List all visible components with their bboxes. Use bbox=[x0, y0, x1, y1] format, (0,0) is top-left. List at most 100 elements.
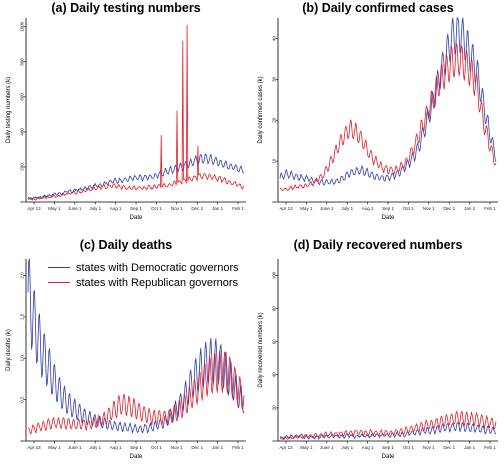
x-tick-label-c: Aug 1 bbox=[110, 445, 122, 450]
legend: states with Democratic governors states … bbox=[48, 260, 239, 290]
axes-b bbox=[277, 18, 498, 203]
x-tick-label-b: Feb 1 bbox=[484, 206, 496, 211]
y-tick-label-a: 200 bbox=[20, 163, 25, 171]
x-tick-label-d: Feb 1 bbox=[484, 445, 496, 450]
y-tick-label-b: 20 bbox=[272, 117, 277, 123]
x-tick-label-c: Sep 1 bbox=[130, 445, 142, 450]
series-line-a-dem bbox=[27, 153, 245, 200]
x-tick-label-b: Apr 13 bbox=[279, 206, 293, 211]
y-tick-label-c: 1.0 bbox=[20, 355, 25, 362]
series-line-a-rep bbox=[27, 24, 245, 201]
x-tick-label-c: Nov 1 bbox=[171, 445, 183, 450]
axes-a bbox=[25, 18, 246, 203]
legend-item-dem: states with Democratic governors bbox=[48, 260, 239, 275]
y-tick-label-d: 60 bbox=[272, 339, 277, 345]
x-tick-label-d: May 1 bbox=[300, 445, 313, 450]
legend-swatch-dem bbox=[48, 267, 70, 268]
x-tick-label-d: Jan 1 bbox=[464, 445, 476, 450]
x-tick-label-a: June 1 bbox=[68, 206, 82, 211]
chart-title-d: (d) Daily recovered numbers bbox=[293, 238, 463, 252]
x-tick-label-b: May 1 bbox=[300, 206, 313, 211]
x-axis-label-b: Date bbox=[382, 215, 395, 221]
x-tick-label-c: Jan 1 bbox=[212, 445, 224, 450]
x-tick-label-b: Dec 1 bbox=[443, 206, 455, 211]
chart-title-a: (a) Daily testing numbers bbox=[51, 1, 201, 15]
x-tick-label-a: Feb 1 bbox=[232, 206, 244, 211]
x-tick-label-a: Aug 1 bbox=[110, 206, 122, 211]
y-tick-label-a: 1000 bbox=[19, 21, 24, 32]
x-tick-label-b: July 1 bbox=[341, 206, 353, 211]
chart-svg-d: Apr 13 May 1 June 1 July 1 Aug 1 Sep 1 Oct 1 No… bbox=[258, 259, 498, 460]
x-tick-label-a: Jan 1 bbox=[212, 206, 224, 211]
y-tick-label-a: 0 bbox=[20, 200, 25, 203]
x-tick-label-d: Oct 1 bbox=[403, 445, 414, 450]
x-tick-label-d: Sep 1 bbox=[382, 445, 394, 450]
y-tick-label-c: 0.5 bbox=[20, 396, 25, 403]
y-tick-label-d: 80 bbox=[272, 306, 277, 312]
x-tick-label-c: Feb 1 bbox=[232, 445, 244, 450]
y-tick-label-c: 0 bbox=[20, 439, 25, 442]
x-tick-label-d: Apr 13 bbox=[279, 445, 293, 450]
chart-title-b: (b) Daily confirmed cases bbox=[302, 1, 454, 15]
x-tick-label-b: June 1 bbox=[320, 206, 334, 211]
y-tick-label-b: 30 bbox=[272, 76, 277, 82]
x-tick-label-c: Oct 1 bbox=[151, 445, 162, 450]
series-line-b-dem bbox=[279, 17, 497, 186]
y-axis-label-d: Daily recovered numbers (k) bbox=[258, 312, 264, 387]
x-tick-label-c: June 1 bbox=[68, 445, 82, 450]
x-tick-label-a: Nov 1 bbox=[171, 206, 183, 211]
axes-d bbox=[277, 259, 498, 442]
y-tick-label-b: 0 bbox=[272, 200, 277, 203]
x-tick-label-d: June 1 bbox=[320, 445, 334, 450]
x-tick-label-a: Sep 1 bbox=[130, 206, 142, 211]
legend-label-rep: states with Republican governors bbox=[76, 276, 239, 289]
panel-d: (d) Daily recovered numbers Apr 13 May 1 J… bbox=[252, 235, 504, 470]
y-tick-label-c: 1.5 bbox=[20, 313, 25, 320]
x-axis-label-a: Date bbox=[130, 215, 143, 221]
x-tick-label-b: Sep 1 bbox=[382, 206, 394, 211]
x-tick-label-a: Oct 1 bbox=[151, 206, 162, 211]
legend-label-dem: states with Democratic governors bbox=[76, 261, 239, 274]
x-tick-label-d: Aug 1 bbox=[362, 445, 374, 450]
y-tick-label-a: 600 bbox=[20, 93, 25, 101]
chart-svg-c: Apr 13 May 1 June 1 July 1 Aug 1 Sep 1 Oct 1 No… bbox=[6, 258, 246, 460]
x-tick-label-b: Oct 1 bbox=[403, 206, 414, 211]
x-axis-label-c: Date bbox=[130, 454, 143, 460]
x-tick-label-d: Dec 1 bbox=[443, 445, 455, 450]
legend-item-rep: states with Republican governors bbox=[48, 275, 239, 290]
x-tick-label-c: July 1 bbox=[89, 445, 101, 450]
x-tick-label-a: July 1 bbox=[89, 206, 101, 211]
x-tick-label-b: Aug 1 bbox=[362, 206, 374, 211]
y-axis-label-b: Daily confirmed cases (k) bbox=[258, 76, 264, 143]
y-tick-label-a: 800 bbox=[20, 58, 25, 66]
y-tick-label-d: 40 bbox=[272, 372, 277, 378]
y-tick-label-b: 40 bbox=[272, 35, 277, 41]
x-tick-label-a: Apr 13 bbox=[27, 206, 41, 211]
x-tick-label-a: May 1 bbox=[48, 206, 61, 211]
series-line-d-rep bbox=[279, 411, 497, 440]
x-tick-label-d: Nov 1 bbox=[423, 445, 435, 450]
x-tick-label-b: Jan 1 bbox=[464, 206, 476, 211]
y-tick-label-a: 400 bbox=[20, 128, 25, 136]
y-axis-label-a: Daily testing numbers (k) bbox=[6, 77, 12, 143]
x-tick-label-d: July 1 bbox=[341, 445, 353, 450]
x-tick-label-c: Dec 1 bbox=[191, 445, 203, 450]
panel-b: (b) Daily confirmed cases Apr 13 May 1 Jun… bbox=[252, 0, 504, 235]
x-tick-label-c: Apr 13 bbox=[27, 445, 41, 450]
y-tick-label-c: 2.0 bbox=[20, 272, 25, 279]
x-tick-label-a: Dec 1 bbox=[191, 206, 203, 211]
panel-c: (c) Daily deaths Apr 13 May 1 June 1 July 1… bbox=[0, 235, 252, 470]
x-tick-label-b: Nov 1 bbox=[423, 206, 435, 211]
series-line-b-rep bbox=[279, 43, 497, 191]
chart-svg-b: Apr 13 May 1 June 1 July 1 Aug 1 Sep 1 Oct 1 No… bbox=[258, 17, 498, 221]
x-axis-label-d: Date bbox=[382, 454, 395, 460]
y-tick-label-d: 20 bbox=[272, 405, 277, 411]
x-tick-label-c: May 1 bbox=[48, 445, 61, 450]
chart-title-c: (c) Daily deaths bbox=[79, 238, 173, 252]
series-line-c-rep bbox=[27, 350, 245, 435]
y-tick-label-d: 100 bbox=[272, 271, 277, 279]
y-axis-label-c: Daily deaths (k) bbox=[6, 329, 12, 371]
y-tick-label-d: 0 bbox=[272, 439, 277, 442]
panel-a: (a) Daily testing numbers Apr 13 May 1 Jun… bbox=[0, 0, 252, 235]
legend-swatch-rep bbox=[48, 282, 70, 283]
